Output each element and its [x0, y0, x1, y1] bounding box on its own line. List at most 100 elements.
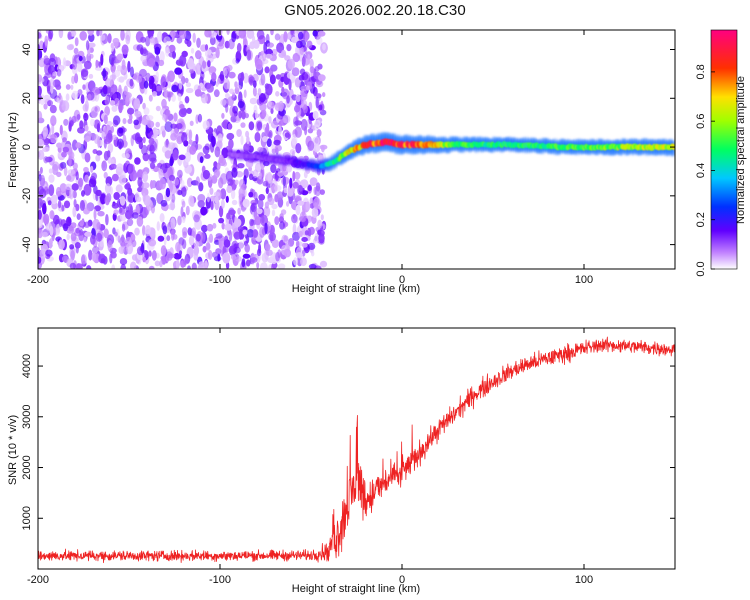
spectrogram-noise-blob [264, 66, 270, 74]
spectrogram-noise-blob [159, 51, 165, 62]
spectrogram-noise-blob [279, 221, 285, 230]
spectrogram-noise-blob [114, 97, 120, 107]
spectrogram-noise-blob [255, 207, 263, 215]
spectrogram-noise-blob [193, 214, 200, 223]
spectrogram-noise-blob [38, 32, 42, 39]
spectrogram-noise-blob [45, 249, 53, 257]
spectrogram-noise-blob [71, 183, 79, 191]
spectrogram-noise-blob [294, 171, 301, 180]
spectrogram-x-ticks: -200 -100 0 100 [27, 30, 593, 286]
spectrogram-noise-blob [294, 104, 301, 113]
spectrogram-noise-blob [69, 262, 77, 269]
spectrogram-noise-blob [134, 191, 140, 203]
spectrogram-noise-blob [163, 36, 171, 46]
spectrogram-noise-blob [85, 40, 90, 51]
spectrogram-noise-blob [164, 150, 172, 159]
spectrogram-noise-blob [48, 174, 55, 183]
spectrogram-noise-blob [66, 216, 72, 227]
spectrogram-noise-blob [191, 262, 197, 269]
spectrogram-noise-blob [200, 71, 205, 81]
spectrogram-y-tick-label: -40 [21, 237, 33, 253]
spectrogram-noise-blob [286, 44, 292, 52]
spectrogram-noise-blob [300, 257, 307, 267]
spectrogram-noise-blob [206, 83, 214, 93]
spectrogram-noise-blob [79, 200, 85, 211]
spectrogram-noise-blob [300, 179, 309, 189]
spectrogram-noise-blob [292, 181, 299, 189]
spectrogram-noise-blob [173, 177, 180, 186]
spectrogram-noise-blob [265, 122, 270, 135]
spectrogram-noise-blob [254, 162, 262, 173]
spectrogram-noise-blob [84, 152, 91, 163]
spectrogram-noise-blob [104, 195, 110, 206]
spectrogram-noise-blob [168, 52, 176, 58]
spectrogram-noise-blob [43, 213, 50, 225]
spectrogram-noise-blob [177, 215, 182, 226]
spectrogram-noise-blob [178, 80, 183, 90]
spectrogram-noise-blob [68, 147, 73, 159]
spectrogram-noise-blob [202, 245, 207, 253]
spectrogram-noise-blob [126, 91, 130, 103]
spectrogram-noise-blob [301, 72, 309, 81]
spectrogram-noise-blob [190, 47, 195, 54]
spectrogram-noise-blob [93, 209, 97, 220]
spectrogram-noise-blob [214, 146, 221, 158]
spectrogram-noise-blob [69, 246, 76, 259]
spectrogram-noise-blob [209, 36, 216, 46]
spectrogram-noise-blob [201, 93, 208, 104]
spectrogram-noise-blob [110, 251, 117, 259]
spectrogram-noise-blob [134, 132, 141, 145]
page-title: GN05.2026.002.20.18.C30 [284, 2, 466, 19]
spectrogram-noise-blob [226, 80, 230, 90]
spectrogram-noise-blob [68, 188, 74, 200]
spectrogram-noise-blob [42, 75, 49, 87]
spectrogram-noise-blob [204, 44, 209, 51]
spectrogram-noise-blob [275, 74, 282, 80]
spectrogram-noise-blob [79, 31, 87, 41]
spectrogram-noise-blob [316, 35, 323, 45]
spectrogram-noise-blob [141, 119, 149, 126]
spectrogram-noise-blob [256, 30, 265, 40]
colorbar-gradient [711, 30, 737, 269]
spectrogram-noise-blob [217, 253, 221, 262]
spectrogram-noise-blob [232, 105, 239, 114]
spectrogram-noise-blob [56, 171, 62, 178]
spectrogram-noise-blob [73, 47, 79, 55]
spectrogram-noise-blob [249, 79, 254, 86]
spectrogram-noise-blob [88, 249, 93, 261]
spectrogram-noise-blob [271, 148, 277, 154]
spectrogram-noise-blob [113, 115, 121, 126]
spectrogram-noise-blob [286, 72, 293, 79]
spectrogram-noise-blob [158, 59, 165, 67]
spectrogram-noise-blob [188, 139, 193, 145]
spectrogram-noise-blob [186, 177, 193, 188]
spectrogram-noise-blob [320, 214, 324, 221]
spectrogram-noise-blob [118, 174, 127, 185]
spectrogram-noise-blob [231, 167, 238, 178]
spectrogram-noise-blob [156, 31, 163, 43]
spectrogram-noise-blob [56, 68, 62, 77]
spectrogram-noise-blob [62, 146, 70, 153]
spectrogram-noise-blob [221, 121, 229, 129]
spectrogram-noise-blob [161, 98, 167, 109]
spectrogram-noise-blob [309, 66, 315, 74]
spectrogram-noise-blob [270, 164, 277, 174]
spectrogram-noise-blob [260, 73, 266, 86]
spectrogram-noise-blob [284, 55, 291, 61]
spectrogram-noise-blob [176, 123, 183, 130]
spectrogram-noise-blob [160, 245, 167, 256]
spectrogram-noise-blob [38, 85, 42, 97]
spectrogram-noise-blob [275, 251, 280, 262]
spectrogram-noise-blob [291, 134, 298, 146]
spectrogram-noise-blob [42, 203, 47, 215]
spectrogram-noise-blob [59, 124, 63, 136]
spectrogram-noise-blob [151, 204, 155, 214]
spectrogram-noise-blob [142, 182, 150, 189]
spectrogram-noise-blob [208, 233, 214, 243]
spectrogram-noise-blob [127, 107, 135, 115]
spectrogram-noise-blob [65, 183, 73, 190]
spectrogram-noise-blob [187, 265, 191, 269]
spectrogram-noise-blob [63, 200, 71, 209]
spectrogram-noise-blob [61, 100, 70, 112]
spectrogram-noise-blob [143, 107, 150, 116]
